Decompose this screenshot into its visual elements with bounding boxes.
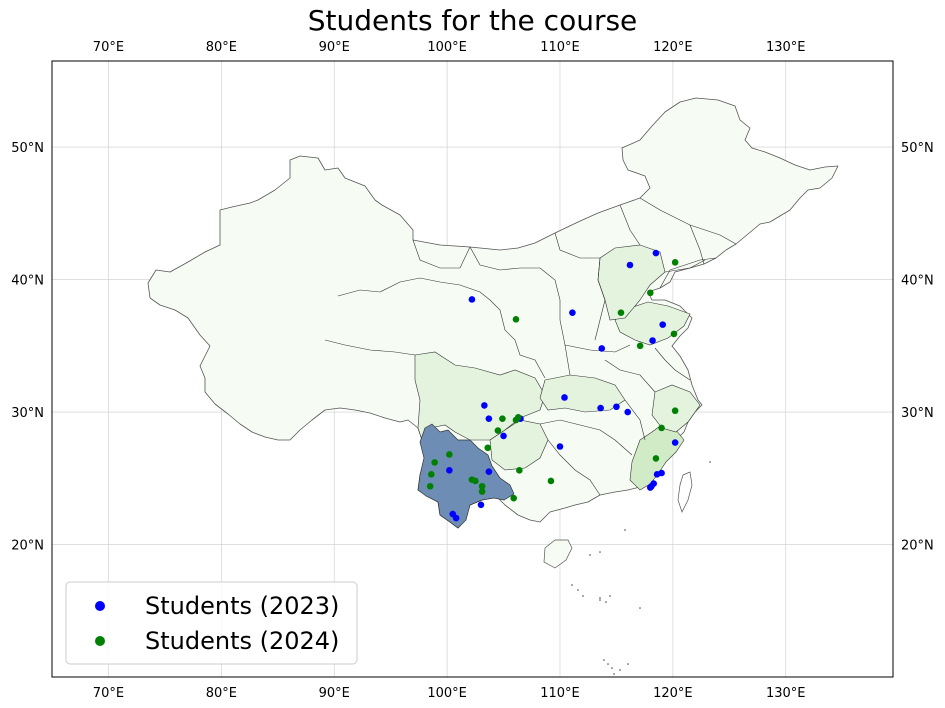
china-outline	[147, 97, 839, 529]
legend-label-2023: Students (2023)	[145, 592, 339, 620]
axis-tick-labels: 70°E 70°E 80°E 80°E 90°E 90°E 100°E 100°E 110°E 1…	[11, 40, 934, 701]
lat-tick-label-right: 40°N	[901, 274, 934, 289]
map-layer	[147, 97, 839, 675]
lat-tick-label-right: 20°N	[901, 539, 934, 554]
student-point-2023	[624, 408, 632, 416]
province-borders	[324, 197, 737, 496]
student-point-2024	[658, 424, 665, 432]
student-point-2023	[569, 309, 576, 316]
lat-tick-label-left: 40°N	[11, 274, 44, 289]
taiwan-island	[677, 471, 693, 513]
student-point-2023	[556, 443, 564, 450]
student-point-2023	[485, 415, 493, 422]
student-point-2024	[670, 330, 678, 338]
legend-label-2024: Students (2024)	[145, 627, 339, 655]
province-yunnan[interactable]	[417, 423, 515, 529]
student-point-2023	[561, 394, 568, 401]
student-point-2023	[671, 439, 679, 446]
student-point-2024	[431, 459, 438, 466]
lon-tick-label-top: 130°E	[766, 40, 806, 55]
plot-frame	[51, 60, 894, 678]
student-point-2023	[598, 345, 606, 352]
lon-tick-label-bottom: 80°E	[206, 686, 237, 701]
student-point-2024	[478, 482, 486, 490]
student-point-2024	[617, 309, 625, 316]
student-point-2023	[649, 337, 656, 344]
lon-tick-label-top: 100°E	[427, 40, 467, 55]
student-point-2024	[484, 444, 492, 452]
student-point-2023	[659, 321, 667, 328]
legend: Students (2023) Students (2024)	[65, 581, 358, 665]
student-point-2024	[427, 471, 435, 478]
lat-tick-label-right: 30°N	[901, 406, 934, 421]
student-point-2024	[636, 342, 644, 350]
legend-marker-2023	[95, 601, 105, 611]
hainan-island	[543, 539, 573, 569]
student-point-2023	[446, 467, 453, 474]
student-point-2024	[671, 407, 679, 415]
province-hubei	[539, 374, 626, 413]
student-point-2024	[494, 427, 502, 434]
south-china-sea-islands	[571, 461, 711, 675]
lat-tick-label-left: 30°N	[11, 406, 44, 421]
student-point-2023	[452, 514, 460, 522]
student-point-2024	[510, 494, 518, 502]
student-point-2023	[485, 468, 493, 475]
student-point-2024	[426, 482, 434, 490]
lon-tick-label-bottom: 110°E	[540, 686, 580, 701]
student-point-2024	[547, 477, 555, 485]
student-point-2023	[481, 402, 488, 409]
student-point-2024	[512, 316, 520, 323]
series-students-2024	[426, 259, 679, 502]
student-point-2024	[472, 477, 479, 485]
province-guizhou	[489, 419, 549, 471]
student-point-2023	[652, 249, 660, 257]
lon-tick-label-top: 120°E	[653, 40, 693, 55]
student-point-2024	[446, 451, 453, 458]
lon-tick-label-top: 90°E	[319, 40, 350, 55]
student-point-2023	[500, 432, 507, 440]
lon-tick-label-top: 110°E	[540, 40, 580, 55]
lat-tick-label-left: 20°N	[11, 539, 44, 554]
student-point-2024	[514, 414, 522, 421]
legend-box	[65, 581, 358, 665]
series-students-2023	[446, 249, 679, 522]
lon-tick-label-bottom: 130°E	[766, 686, 806, 701]
lon-tick-label-bottom: 100°E	[427, 686, 467, 701]
lon-tick-label-top: 70°E	[93, 40, 124, 55]
student-point-2023	[626, 261, 634, 269]
legend-marker-2024	[95, 636, 105, 646]
student-point-2023	[646, 484, 654, 491]
student-point-2024	[652, 455, 660, 462]
student-point-2024	[478, 488, 486, 495]
student-point-2023	[597, 404, 604, 412]
student-point-2023	[468, 296, 476, 303]
lon-tick-label-bottom: 70°E	[93, 686, 124, 701]
lat-tick-label-left: 50°N	[11, 141, 44, 156]
student-point-2024	[671, 259, 679, 266]
lon-tick-label-top: 80°E	[206, 40, 237, 55]
map-title: Students for the course	[307, 4, 638, 37]
lon-tick-label-bottom: 120°E	[653, 686, 693, 701]
student-point-2023	[658, 469, 665, 477]
student-point-2023	[477, 501, 485, 509]
lon-tick-label-bottom: 90°E	[319, 686, 350, 701]
student-point-2024	[646, 289, 654, 297]
student-point-2024	[499, 415, 506, 422]
student-point-2023	[613, 403, 620, 411]
lat-tick-label-right: 50°N	[901, 141, 934, 156]
student-point-2024	[516, 467, 523, 474]
